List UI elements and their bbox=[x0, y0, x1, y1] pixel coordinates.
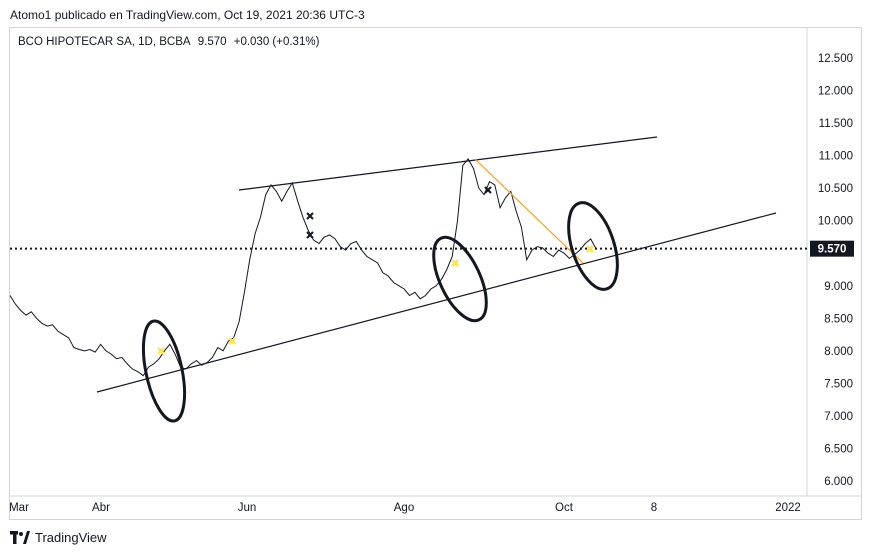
y-tick-label: 12.500 bbox=[818, 53, 853, 65]
x-tick-label: Ago bbox=[394, 502, 414, 514]
y-tick-label: 11.000 bbox=[819, 151, 853, 163]
x-tick-label: 8 bbox=[651, 502, 657, 514]
yellow-marker-1 bbox=[157, 347, 165, 355]
support-trendline[interactable] bbox=[96, 212, 777, 393]
y-tick-label: 6.000 bbox=[824, 476, 853, 488]
y-tick-label: 8.500 bbox=[824, 313, 853, 325]
y-tick-label: 7.000 bbox=[824, 411, 853, 423]
footer-brand-label: TradingView bbox=[35, 530, 107, 545]
yellow-marker-2 bbox=[228, 337, 236, 345]
y-tick-label: 8.000 bbox=[824, 346, 853, 358]
y-tick-label: 6.500 bbox=[824, 443, 853, 455]
publisher-caption: Atomo1 publicado en TradingView.com, Oct… bbox=[10, 8, 365, 22]
black-marker-3 bbox=[484, 186, 492, 194]
x-tick-label: Jun bbox=[238, 502, 257, 514]
y-axis-ticks: 12.500 12.000 11.500 11.000 10.500 10.000 9.00… bbox=[818, 53, 853, 488]
black-marker-2 bbox=[306, 231, 314, 239]
yellow-marker-3 bbox=[451, 259, 459, 267]
x-tick-label: Mar bbox=[9, 502, 29, 514]
ellipse-annotation-2[interactable] bbox=[423, 230, 497, 328]
black-marker-1 bbox=[306, 212, 314, 220]
x-tick-label: Abr bbox=[92, 502, 110, 514]
x-tick-label: 2022 bbox=[775, 502, 801, 514]
y-tick-label: 10.000 bbox=[818, 216, 853, 228]
resistance-trendline[interactable] bbox=[238, 136, 658, 191]
x-tick-label: Oct bbox=[555, 502, 574, 514]
footer-brand[interactable]: TradingView bbox=[10, 530, 107, 545]
ellipse-annotation-1[interactable] bbox=[136, 317, 192, 424]
price-series-line bbox=[9, 158, 597, 377]
y-tick-label: 12.000 bbox=[818, 86, 853, 98]
chart-frame bbox=[9, 27, 862, 520]
ellipse-annotation-3[interactable] bbox=[559, 197, 627, 296]
current-price-label-bg bbox=[810, 240, 854, 257]
orange-trendline[interactable] bbox=[474, 158, 584, 264]
yellow-marker-4 bbox=[586, 245, 594, 253]
symbol-name: BCO HIPOTECAR SA, 1D, BCBA bbox=[18, 36, 191, 48]
x-axis-ticks: Mar Abr Jun Ago Oct 8 2022 bbox=[9, 502, 801, 514]
price-change: +0.030 (+0.31%) bbox=[233, 36, 320, 48]
tradingview-logo-icon bbox=[10, 530, 30, 544]
y-tick-label: 7.500 bbox=[824, 378, 853, 390]
current-price-label: 9.570 bbox=[818, 244, 847, 256]
y-tick-label: 9.000 bbox=[824, 281, 853, 293]
symbol-legend: BCO HIPOTECAR SA, 1D, BCBA 9.570 +0.030 … bbox=[18, 36, 323, 48]
y-tick-label: 11.500 bbox=[819, 118, 853, 130]
y-tick-label: 10.500 bbox=[818, 183, 853, 195]
last-price: 9.570 bbox=[197, 36, 227, 48]
